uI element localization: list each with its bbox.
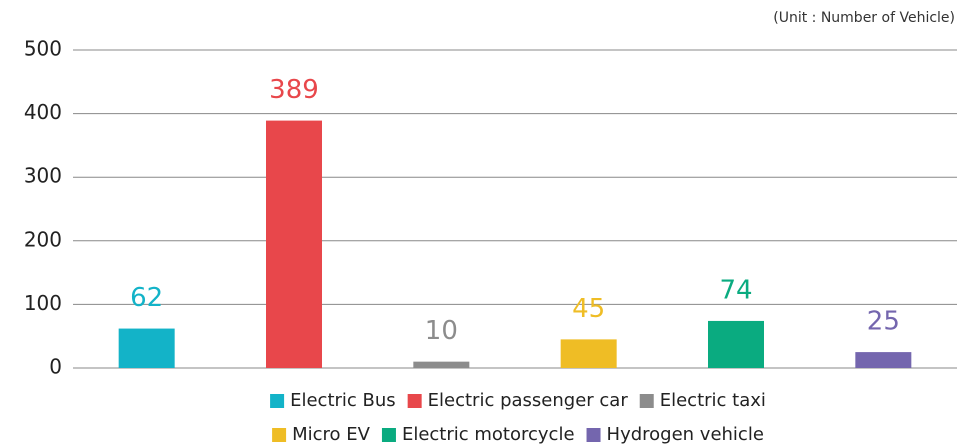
y-tick-label: 200 [24,227,62,251]
value-label: 25 [867,307,900,337]
legend-swatch [272,428,287,442]
legend-swatch [381,428,396,442]
bar [855,352,912,368]
bar [708,320,764,368]
bar [560,339,617,368]
legend-swatch [407,394,422,408]
value-label: 62 [130,283,163,313]
legend-label: Electric passenger car [428,390,629,411]
y-tick-label: 500 [24,37,62,61]
bar [266,120,322,368]
y-tick-label: 100 [24,291,62,315]
y-tick-label: 300 [24,164,62,188]
legend-label: Electric motorcycle [402,424,575,445]
y-tick-label: 0 [49,355,62,379]
legend-swatch [586,428,601,442]
bar [413,361,470,368]
value-label: 389 [269,75,319,105]
legend-label: Electric taxi [660,390,766,411]
legend-swatch [639,394,654,408]
value-label: 74 [719,275,752,305]
value-label: 10 [425,316,458,346]
legend-label: Micro EV [292,424,371,445]
legend-swatch [270,394,285,408]
legend-label: Hydrogen vehicle [607,424,764,445]
y-tick-label: 400 [24,100,62,124]
value-label: 45 [572,294,605,324]
legend-label: Electric Bus [290,390,396,411]
bar [118,328,175,368]
unit-note: (Unit : Number of Vehicle) [773,10,955,26]
